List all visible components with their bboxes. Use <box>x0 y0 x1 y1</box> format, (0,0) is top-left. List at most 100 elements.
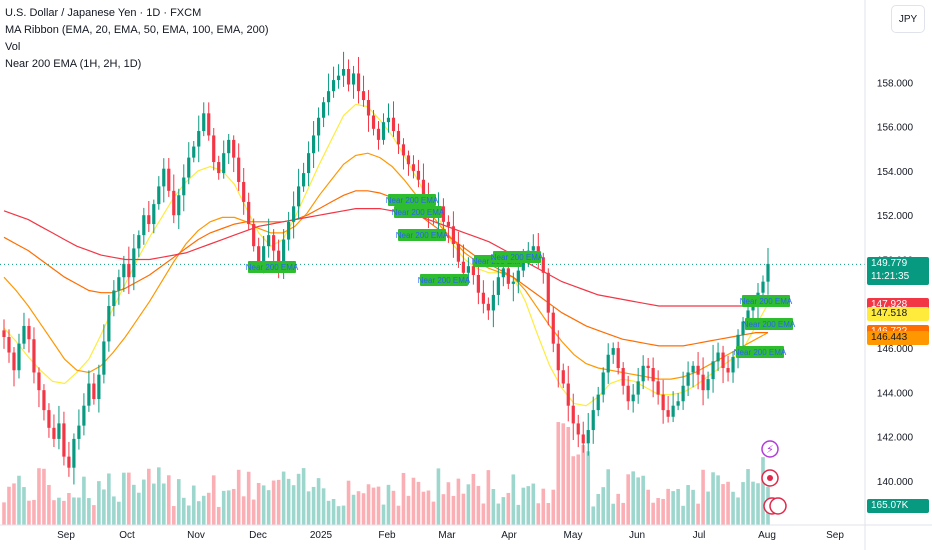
lightning-event-icon <box>761 440 779 458</box>
candle <box>32 339 36 373</box>
volume-bar <box>226 490 231 525</box>
candle <box>406 155 411 165</box>
candle <box>746 310 750 322</box>
candle <box>197 131 201 147</box>
volume-bar <box>451 495 456 525</box>
candle <box>491 294 495 311</box>
volume-bar <box>92 505 96 525</box>
volume-bar <box>686 485 690 525</box>
candle <box>132 248 136 278</box>
volume-bar <box>746 469 750 525</box>
volume-bar <box>171 506 176 525</box>
volume-bar <box>661 498 665 525</box>
volume-bar <box>386 484 391 525</box>
volume-bar <box>351 494 356 525</box>
volume-bar <box>47 484 51 525</box>
volume-bar <box>441 494 446 525</box>
near-200-ema-label-text: Near 200 EMA <box>392 208 445 217</box>
near-200-ema-label <box>493 251 541 263</box>
ema-line <box>3 152 769 380</box>
volume-bar <box>491 489 496 525</box>
volume-bar <box>72 497 76 525</box>
volume-bar <box>536 503 541 525</box>
candle <box>486 303 490 311</box>
volume-bar <box>371 487 376 525</box>
ma-ribbon-indicator[interactable]: MA Ribbon (EMA, 20, EMA, 50, EMA, 100, E… <box>5 24 269 36</box>
candle <box>351 73 356 85</box>
volume-bar <box>67 492 71 525</box>
candle <box>212 135 216 163</box>
candle <box>47 410 51 428</box>
candle <box>646 365 650 369</box>
near-200-ema-label-text: Near 200 EMA <box>740 297 793 306</box>
candle <box>601 372 605 395</box>
volume-bar <box>616 493 620 525</box>
near-200-ema-label <box>394 206 442 218</box>
volume-bar <box>606 469 611 525</box>
volume-bar <box>122 472 126 525</box>
candle <box>751 303 755 311</box>
volume-bar <box>77 497 81 525</box>
candle <box>37 372 41 391</box>
volume-bar <box>751 481 755 525</box>
volume-bar <box>181 497 186 525</box>
volume-bar <box>2 502 6 525</box>
candle <box>222 153 226 174</box>
candle <box>57 423 61 439</box>
candle <box>586 430 590 444</box>
volume-bar <box>706 491 710 525</box>
volume-bar <box>406 495 411 525</box>
symbol-title[interactable]: U.S. Dollar / Japanese Yen · 1D · FXCM <box>5 7 202 19</box>
volume-bar <box>646 489 650 525</box>
candle <box>521 259 525 271</box>
volume-bar <box>641 475 645 525</box>
x-tick-label: Aug <box>758 530 776 541</box>
volume-bar <box>216 506 221 525</box>
candle <box>92 383 96 400</box>
candle <box>451 226 456 244</box>
volume-bar <box>246 471 251 525</box>
candle <box>311 135 316 154</box>
candle <box>501 268 505 278</box>
candle <box>117 277 121 291</box>
event-icons[interactable]: ⚡ <box>761 440 787 515</box>
near-200-ema-indicator[interactable]: Near 200 EMA (1H, 2H, 1D) <box>5 58 142 70</box>
candle <box>561 370 565 384</box>
volume-bar <box>52 500 56 525</box>
candle <box>731 356 735 373</box>
volume-bar <box>421 491 426 525</box>
candle <box>376 128 381 140</box>
near-200-ema-label-text: Near 200 EMA <box>246 263 299 272</box>
volume-bar <box>411 477 416 525</box>
volume-bar <box>626 474 630 525</box>
x-tick-label: Apr <box>501 530 517 541</box>
candle <box>287 221 291 240</box>
vol-indicator[interactable]: Vol <box>5 41 21 53</box>
candle <box>62 423 66 457</box>
candle <box>476 275 480 293</box>
candle <box>102 341 106 375</box>
x-tick-label: Sep <box>826 530 844 541</box>
currency-button[interactable]: JPY <box>891 5 925 33</box>
y-tick-label: 158.000 <box>877 78 914 89</box>
candle <box>546 272 550 313</box>
volume-bar <box>261 485 266 525</box>
volume-tag: 165.07K <box>867 499 929 513</box>
x-tick-label: Feb <box>378 530 396 541</box>
candle <box>2 330 6 338</box>
near-200-ema-label-text: Near 200 EMA <box>418 276 471 285</box>
volume-bar <box>436 468 441 525</box>
volume-bar <box>701 469 705 525</box>
candle <box>441 206 446 222</box>
candle <box>12 352 16 371</box>
volume-bar <box>496 503 501 525</box>
volume-bar <box>102 489 106 525</box>
volume-bar <box>82 476 86 525</box>
candle <box>67 456 71 468</box>
volume-bar <box>62 500 66 525</box>
candle <box>736 334 740 357</box>
volume-bar <box>591 506 596 525</box>
volume-bar <box>501 497 506 525</box>
volume-bar <box>516 504 521 525</box>
